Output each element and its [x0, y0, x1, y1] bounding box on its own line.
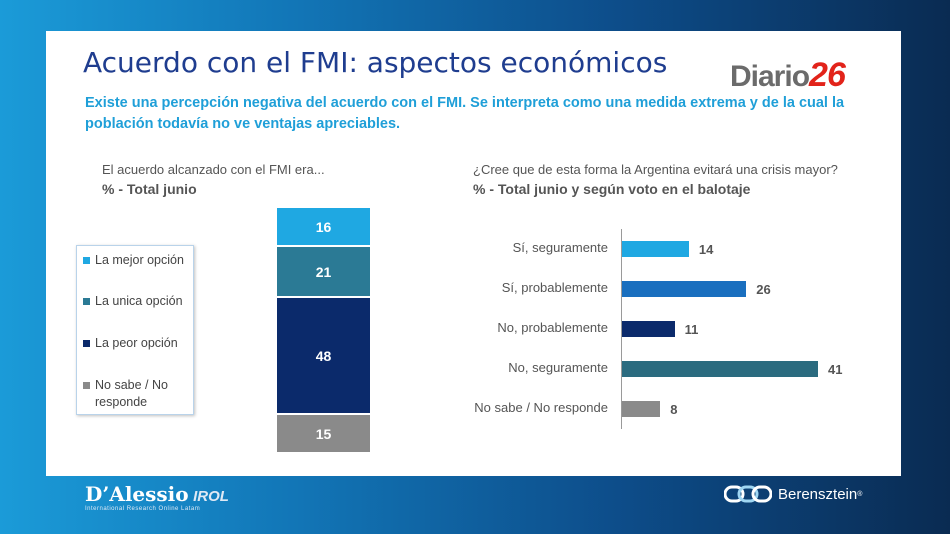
berensztein-brand: Berensztein	[778, 485, 858, 503]
page-subtitle: Existe una percepción negativa del acuer…	[85, 95, 845, 132]
legend-item: La peor opción	[83, 335, 178, 352]
segment-value-label: 15	[315, 425, 332, 442]
berensztein-logo: Berensztein ®	[724, 484, 862, 504]
category-label: Sí, probablemente	[501, 280, 608, 295]
bar	[622, 361, 818, 377]
dalessio-tagline: International Research Online Latam	[85, 506, 201, 512]
segment-value-label: 48	[315, 347, 332, 364]
bar-value-label: 11	[684, 322, 699, 337]
legend-swatch	[83, 382, 90, 389]
legend-swatch	[83, 298, 90, 305]
bar	[622, 401, 661, 417]
segment-value-label: 16	[315, 218, 332, 235]
bar-value-label: 26	[756, 282, 771, 297]
legend-item: La unica opción	[83, 293, 183, 310]
logo-number: 26	[809, 56, 846, 94]
left-chart-subtitle: % - Total junio	[102, 181, 197, 197]
page-title: Acuerdo con el FMI: aspectos económicos	[83, 46, 668, 79]
legend-label: No sabe / No responde	[95, 378, 168, 409]
left-chart-title: El acuerdo alcanzado con el FMI era...	[102, 162, 325, 177]
legend-label: La mejor opción	[95, 253, 184, 267]
logo-text: Diario	[730, 60, 810, 93]
legend-label: La unica opción	[95, 294, 183, 308]
dalessio-logo: D’Alessio IROL International Research On…	[85, 482, 229, 512]
legend-swatch	[83, 340, 90, 347]
bar-value-label: 41	[828, 362, 843, 377]
registered-mark: ®	[857, 490, 863, 498]
stack-segment: 16	[277, 208, 370, 246]
category-label: Sí, seguramente	[512, 240, 608, 255]
category-label: No, probablemente	[497, 320, 608, 335]
right-chart-title: ¿Cree que de esta forma la Argentina evi…	[473, 162, 838, 177]
stacked-bar: 16 21 48 15	[277, 208, 370, 452]
bar-value-label: 8	[670, 402, 678, 417]
left-chart-legend: La mejor opción La unica opción La peor …	[76, 245, 194, 415]
stack-segment: 21	[277, 247, 370, 297]
segment-value-label: 21	[315, 263, 332, 280]
category-label: No, seguramente	[508, 360, 608, 375]
legend-item: La mejor opción	[83, 252, 184, 269]
berensztein-icon	[724, 485, 772, 503]
bar	[622, 321, 675, 337]
category-label: No sabe / No responde	[474, 400, 608, 415]
legend-swatch	[83, 257, 90, 264]
bar-value-label: 14	[698, 242, 714, 257]
dalessio-brand: D’Alessio	[85, 482, 189, 506]
legend-label: La peor opción	[95, 336, 178, 350]
stack-segment: 15	[277, 415, 370, 452]
bar	[622, 241, 689, 257]
stack-segment: 48	[277, 298, 370, 414]
category-axis	[621, 229, 622, 429]
right-chart-subtitle: % - Total junio y según voto en el balot…	[473, 181, 751, 197]
legend-item: No sabe / No responde	[83, 377, 183, 411]
diario26-logo: Diario26	[730, 56, 846, 95]
irol-suffix: IROL	[193, 488, 229, 505]
bar	[622, 281, 747, 297]
